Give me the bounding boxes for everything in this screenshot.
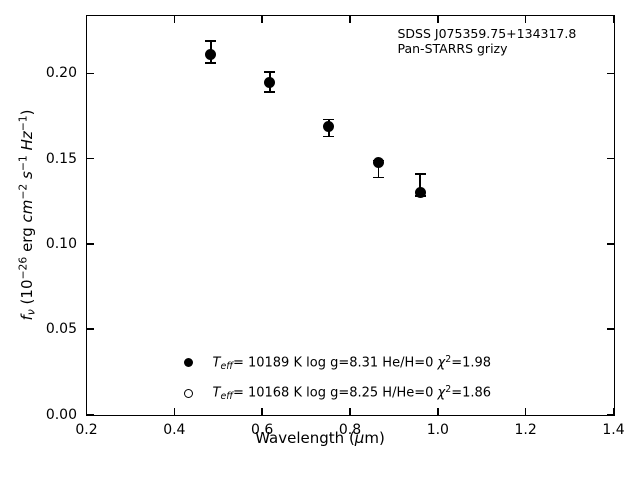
y-tick-label: 0.05 bbox=[45, 321, 77, 338]
open-circle-icon bbox=[183, 388, 193, 398]
data-point-marker bbox=[373, 156, 385, 168]
x-tick bbox=[261, 15, 263, 23]
x-axis-label: Wavelength (μm) bbox=[255, 429, 385, 447]
y-tick bbox=[86, 413, 94, 416]
y-tick-label: 0.15 bbox=[45, 150, 77, 167]
x-tick bbox=[437, 407, 439, 415]
error-bar-cap-bottom bbox=[373, 176, 385, 179]
error-bar bbox=[419, 174, 422, 197]
y-tick bbox=[86, 157, 94, 160]
plot-area: SDSS J075359.75+134317.8 Pan-STARRS griz… bbox=[46, 14, 625, 437]
y-tick-label: 0.10 bbox=[45, 235, 77, 252]
legend-entry-2: Teff= 10168 K log g=8.25 H/He=0 χ2=1.86 bbox=[212, 384, 492, 402]
error-bar-cap-bottom bbox=[205, 62, 217, 65]
y-tick bbox=[606, 413, 614, 416]
data-point-marker bbox=[205, 49, 217, 61]
annotation: SDSS J075359.75+134317.8 Pan-STARRS griz… bbox=[398, 26, 577, 57]
error-bar-cap-top bbox=[205, 40, 217, 42]
annotation-survey: Pan-STARRS grizy bbox=[397, 41, 508, 56]
y-tick-label: 0.20 bbox=[45, 65, 77, 82]
y-tick bbox=[86, 328, 94, 330]
x-tick bbox=[173, 15, 176, 23]
y-tick bbox=[606, 157, 614, 160]
x-tick bbox=[612, 407, 615, 415]
y-tick bbox=[86, 72, 94, 75]
error-bar-cap-bottom bbox=[323, 135, 335, 138]
x-tick-label: 1.2 bbox=[514, 422, 537, 438]
x-tick bbox=[261, 407, 263, 415]
error-bar-cap-top bbox=[414, 173, 426, 175]
y-tick bbox=[86, 243, 94, 245]
legend-row: Teff= 10189 K log g=8.31 He/H=0 χ2=1.98 bbox=[183, 353, 492, 372]
x-tick bbox=[85, 407, 88, 415]
legend-row: Teff= 10168 K log g=8.25 H/He=0 χ2=1.86 bbox=[183, 384, 492, 402]
y-tick-label: 0.00 bbox=[45, 406, 77, 423]
x-tick bbox=[85, 15, 88, 23]
annotation-object-id: SDSS J075359.75+134317.8 bbox=[397, 25, 577, 41]
legend-entry-1: Teff= 10189 K log g=8.31 He/H=0 χ2=1.98 bbox=[212, 353, 492, 372]
x-tick-label: 0.4 bbox=[163, 422, 186, 438]
error-bar-cap-top bbox=[323, 118, 335, 121]
filled-circle-icon bbox=[183, 358, 193, 367]
x-tick bbox=[173, 407, 176, 415]
error-bar-cap-top bbox=[264, 70, 276, 73]
x-tick-label: 0.6 bbox=[251, 422, 274, 438]
data-point-marker bbox=[323, 120, 335, 132]
y-axis-label: fν (10−26 erg cm−2 s−1 Hz−1) bbox=[16, 109, 38, 321]
x-tick bbox=[349, 407, 351, 415]
y-tick bbox=[606, 328, 614, 330]
legend: Teff= 10189 K log g=8.31 He/H=0 χ2=1.98 … bbox=[183, 353, 492, 416]
x-tick-label: 1.0 bbox=[426, 422, 449, 438]
error-bar bbox=[377, 160, 380, 178]
x-tick bbox=[524, 15, 527, 23]
x-tick bbox=[524, 407, 527, 415]
data-point-marker bbox=[264, 76, 276, 88]
x-tick bbox=[349, 15, 351, 23]
x-tick-label: 1.4 bbox=[602, 422, 625, 438]
y-tick bbox=[606, 72, 614, 75]
x-tick-label: 0.8 bbox=[338, 422, 362, 438]
y-tick bbox=[606, 243, 614, 245]
x-tick-label: 0.2 bbox=[75, 422, 98, 438]
data-point-marker bbox=[414, 187, 426, 199]
error-bar-cap-bottom bbox=[264, 91, 276, 94]
x-tick bbox=[437, 15, 439, 23]
x-tick bbox=[612, 15, 615, 23]
